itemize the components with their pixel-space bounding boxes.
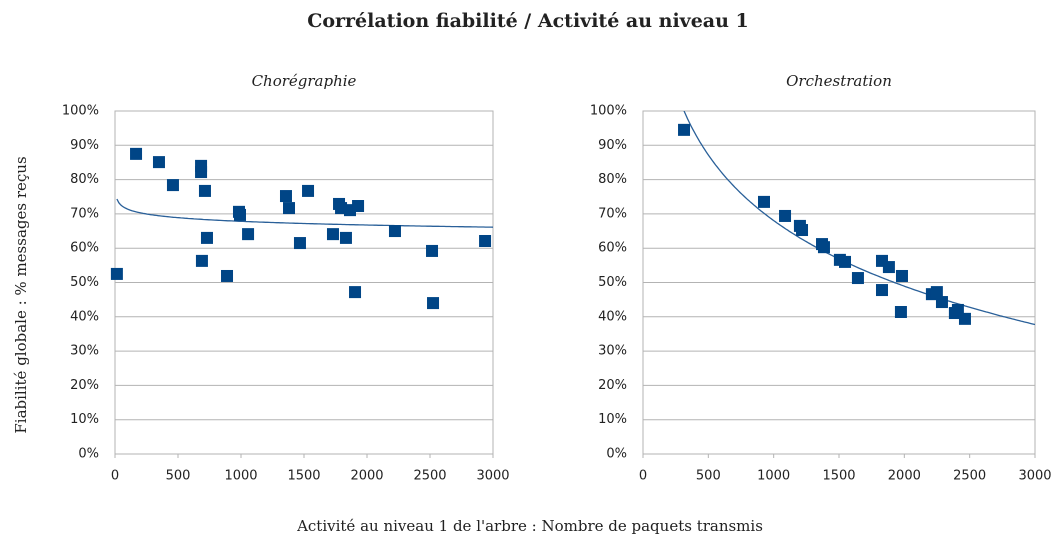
y-tick-label: 80% <box>70 172 99 187</box>
data-point <box>958 312 971 325</box>
x-tick-label: 500 <box>166 469 191 484</box>
y-tick-label: 40% <box>70 309 99 324</box>
data-point <box>339 231 352 244</box>
chart-title: Corrélation fiabilité / Activité au nive… <box>307 10 749 32</box>
y-tick-label: 10% <box>70 412 99 427</box>
y-tick-label: 70% <box>70 206 99 221</box>
data-point <box>388 225 401 238</box>
data-point <box>796 224 809 237</box>
y-tick-label: 30% <box>598 344 627 359</box>
y-tick-label: 70% <box>598 206 627 221</box>
x-tick-label: 2000 <box>350 469 383 484</box>
data-point <box>779 209 792 222</box>
x-tick-label: 3000 <box>1018 469 1051 484</box>
data-point <box>221 269 234 282</box>
y-tick-label: 60% <box>70 241 99 256</box>
trend-line <box>116 198 493 228</box>
data-point <box>166 179 179 192</box>
data-point <box>875 284 888 297</box>
data-point <box>279 190 292 203</box>
data-point <box>349 286 362 299</box>
data-point <box>757 195 770 208</box>
data-point <box>882 261 895 274</box>
data-point <box>110 267 123 280</box>
x-tick-label: 1500 <box>287 469 320 484</box>
data-point <box>426 244 439 257</box>
x-axis-label: Activité au niveau 1 de l'arbre : Nombre… <box>296 517 763 535</box>
y-tick-label: 40% <box>598 309 627 324</box>
data-point <box>152 156 165 169</box>
y-tick-label: 60% <box>598 241 627 256</box>
data-point <box>283 202 296 215</box>
data-point <box>130 147 143 160</box>
data-point <box>875 254 888 267</box>
y-tick-label: 100% <box>62 104 99 119</box>
y-tick-label: 20% <box>598 378 627 393</box>
data-point <box>200 231 213 244</box>
y-tick-label: 10% <box>598 412 627 427</box>
data-point <box>198 184 211 197</box>
y-axis-label: Fiabilité globale : % messages reçus <box>12 156 30 433</box>
data-point <box>894 305 907 318</box>
data-point <box>195 159 208 172</box>
data-point <box>293 237 306 250</box>
x-tick-label: 0 <box>639 469 647 484</box>
data-point <box>302 184 315 197</box>
data-point <box>233 208 246 221</box>
data-point <box>427 297 440 310</box>
y-tick-label: 20% <box>70 378 99 393</box>
y-tick-label: 0% <box>78 447 99 462</box>
x-tick-label: 1000 <box>757 469 790 484</box>
x-tick-label: 500 <box>696 469 721 484</box>
data-point <box>242 228 255 241</box>
y-tick-label: 90% <box>598 138 627 153</box>
y-tick-label: 50% <box>598 275 627 290</box>
x-tick-label: 1500 <box>822 469 855 484</box>
data-point <box>817 241 830 254</box>
data-point <box>678 123 691 136</box>
y-tick-label: 80% <box>598 172 627 187</box>
data-point <box>895 269 908 282</box>
x-tick-label: 2500 <box>953 469 986 484</box>
data-point <box>930 286 943 299</box>
subplot-title: Chorégraphie <box>252 72 357 90</box>
data-point <box>352 200 365 213</box>
data-point <box>326 228 339 241</box>
subplot-title: Orchestration <box>786 72 892 90</box>
x-tick-label: 2000 <box>888 469 921 484</box>
x-tick-label: 1000 <box>224 469 257 484</box>
y-tick-label: 90% <box>70 138 99 153</box>
data-point <box>195 254 208 267</box>
x-tick-label: 3000 <box>476 469 509 484</box>
data-point <box>839 255 852 268</box>
x-tick-label: 0 <box>111 469 119 484</box>
trend-line <box>683 111 1035 326</box>
data-point <box>479 234 492 247</box>
x-tick-label: 2500 <box>413 469 446 484</box>
data-point <box>851 272 864 285</box>
y-tick-label: 100% <box>590 104 627 119</box>
data-point <box>935 296 948 309</box>
y-tick-label: 0% <box>606 447 627 462</box>
y-tick-label: 50% <box>70 275 99 290</box>
y-tick-label: 30% <box>70 344 99 359</box>
